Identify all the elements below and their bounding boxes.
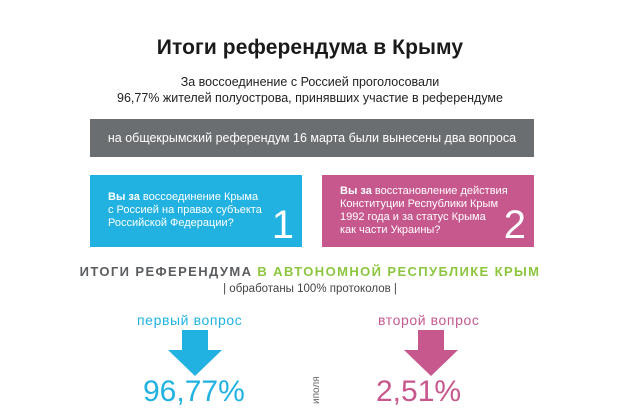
question-1-lead: Вы за [108,191,140,203]
subtitle-line-2: 96,77% жителей полуострова, принявших уч… [117,91,503,105]
question-2-line-4: как части Украины? [340,224,441,236]
question-1-box: Вы за воссоединение Крыма с Россией на п… [90,175,302,247]
results-title: ИТОГИ РЕФЕРЕНДУМА В АВТОНОМНОЙ РЕСПУБЛИК… [0,264,620,279]
protocols-note: | обработаны 100% протоколов | [223,283,397,295]
question-1-line-2: с Россией на правах субъекта [108,204,262,216]
first-question-label: первый вопрос [137,312,243,328]
down-arrow-icon [168,330,222,376]
second-question-percent: 2,51% [376,375,462,408]
question-1-line-1: воссоединение Крыма [139,191,259,203]
question-2-box: Вы за восстановление действия Конституци… [322,175,534,247]
question-2-number: 2 [503,203,526,247]
question-1-number: 1 [271,203,294,247]
results-title-green: В АВТОНОМНОЙ РЕСПУБЛИКЕ КРЫМ [257,264,541,279]
question-1-text: Вы за воссоединение Крыма с Россией на п… [108,191,278,230]
question-2-lead: Вы за [340,185,372,197]
down-arrow-icon [404,330,458,376]
question-2-line-2: Конституции Республики Крым [340,198,499,210]
page-title: Итоги референдума в Крыму [156,36,464,59]
side-note: иполя [311,376,322,404]
question-2-text: Вы за восстановление действия Конституци… [340,185,510,237]
page-subtitle: За воссоединение с Россией проголосовали… [0,74,620,106]
info-bar: на общекрымский референдум 16 марта были… [90,119,534,157]
question-2-line-3: 1992 года и за статус Крыма [340,211,486,223]
first-question-percent: 96,77% [143,375,245,408]
question-2-line-1: восстановление действия [371,185,508,197]
info-bar-text: на общекрымский референдум 16 марта были… [107,131,517,145]
subtitle-line-1: За воссоединение с Россией проголосовали [180,75,440,89]
results-title-gray: ИТОГИ РЕФЕРЕНДУМА [79,264,253,279]
second-question-label: второй вопрос [378,312,480,328]
question-1-line-3: Российской Федерации? [108,217,234,229]
